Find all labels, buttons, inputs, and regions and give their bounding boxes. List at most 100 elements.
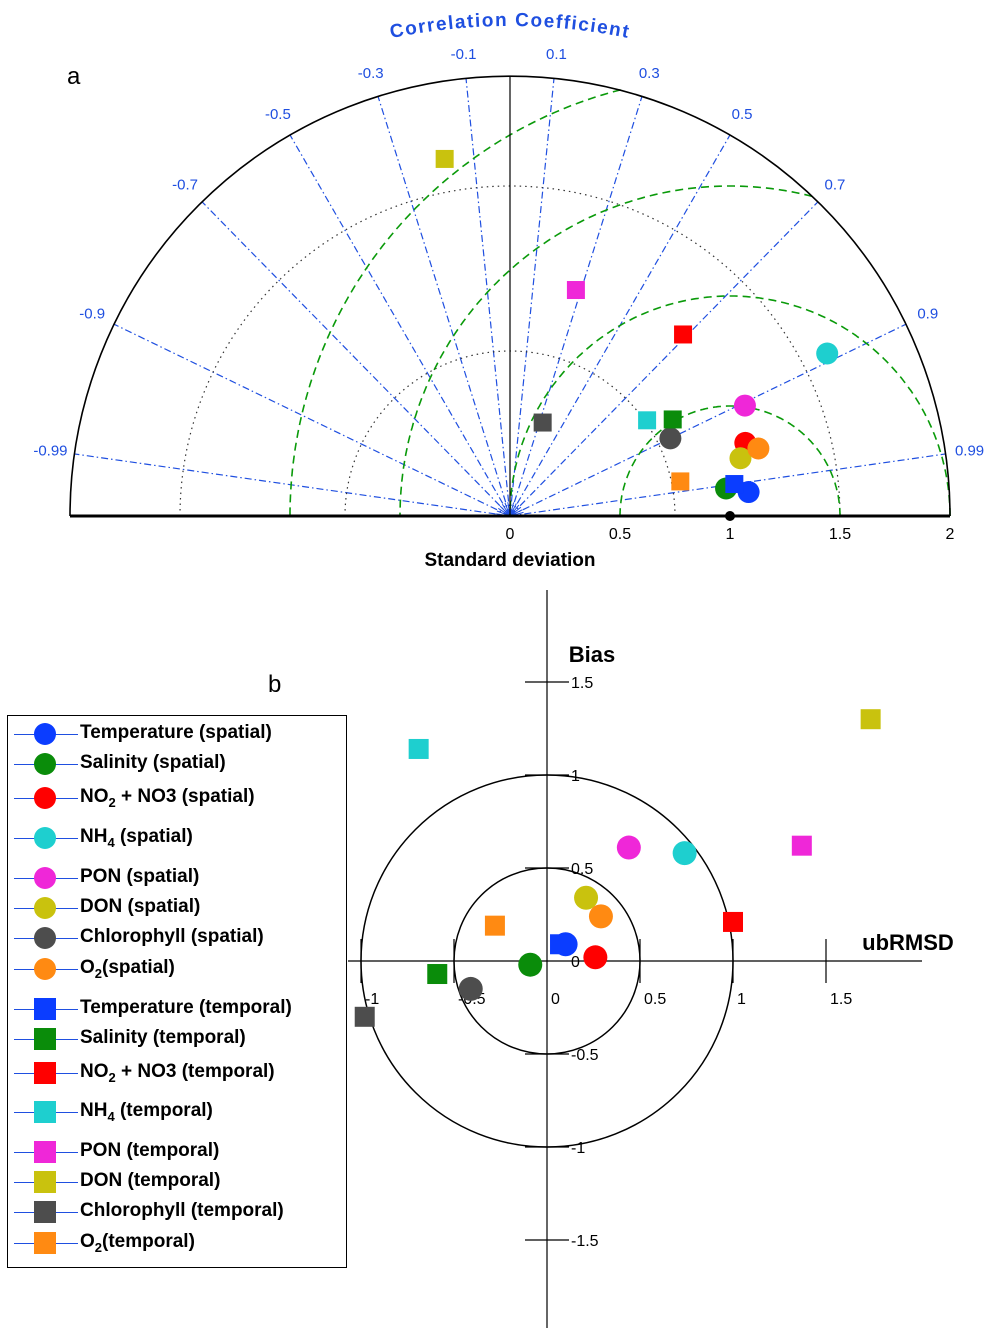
- legend-label-part: (spatial): [114, 826, 193, 847]
- correlation-title-text: Correlation Coefficient: [388, 10, 630, 43]
- std-tick-label: 1.5: [829, 526, 851, 543]
- legend-circle-marker: [34, 927, 56, 949]
- target-diagram: 1.510.50-0.5-1-1.5-1-0.500.511.5: [348, 590, 922, 1328]
- target-point-don-temporal: [860, 709, 881, 730]
- correlation-tick-label: -0.5: [265, 106, 291, 123]
- legend-label-part: + NO3 (spatial): [115, 786, 255, 807]
- bias-tick-label: 0.5: [571, 861, 593, 878]
- taylor-point-nh4-spatial: [816, 342, 839, 365]
- legend-label-subscript: 2: [94, 965, 103, 981]
- legend: Temperature (spatial) Salinity (spatial) N…: [7, 715, 347, 1268]
- correlation-ray: [509, 323, 907, 517]
- correlation-tick-label: -0.7: [172, 176, 198, 193]
- taylor-point-salinity-temporal: [663, 410, 682, 429]
- legend-label: Salinity (temporal): [80, 1027, 246, 1048]
- correlation-tick-label: -0.99: [33, 443, 67, 460]
- target-point-o2-spatial: [588, 904, 613, 929]
- target-point-chlorophyll-temporal: [354, 1006, 375, 1027]
- legend-square-marker: [34, 998, 56, 1020]
- legend-item: NH4 (spatial): [8, 822, 346, 852]
- legend-label-part: O: [80, 957, 95, 978]
- legend-item: O2(spatial): [8, 953, 346, 983]
- ubrmsd-tick-label: 1: [737, 991, 746, 1008]
- legend-circle-marker: [34, 787, 56, 809]
- legend-item: Chlorophyll (temporal): [8, 1196, 346, 1226]
- legend-item: O2(temporal): [8, 1227, 346, 1257]
- correlation-ray: [509, 78, 555, 517]
- rmsd-arc: [509, 295, 951, 516]
- correlation-tick-label: 0.7: [825, 176, 846, 193]
- bias-tick-label: 1.5: [571, 675, 593, 692]
- panel-b-label: b: [268, 671, 281, 698]
- legend-label-part: NH: [80, 826, 108, 847]
- legend-item: Temperature (temporal): [8, 993, 346, 1023]
- bias-tick-label: -0.5: [571, 1047, 599, 1064]
- ubrmsd-tick-label: 1.5: [830, 991, 852, 1008]
- taylor-point-pon-temporal: [566, 281, 585, 300]
- bias-tick-label: 1: [571, 768, 580, 785]
- taylor-point-chlorophyll-spatial: [659, 427, 682, 450]
- legend-label: DON (temporal): [80, 1170, 221, 1191]
- legend-label-subscript: 2: [108, 1069, 116, 1085]
- legend-item: NO2 + NO3 (temporal): [8, 1057, 346, 1087]
- legend-circle-marker: [34, 723, 56, 745]
- bias-tick-label: -1: [571, 1140, 585, 1157]
- legend-circle-marker: [34, 827, 56, 849]
- correlation-ray: [465, 78, 511, 517]
- legend-label-subscript: 4: [107, 1108, 115, 1124]
- correlation-ray: [289, 134, 511, 517]
- target-point-don-spatial: [574, 885, 599, 910]
- legend-label-part: (temporal): [114, 1100, 213, 1121]
- legend-item: Chlorophyll (spatial): [8, 922, 346, 952]
- taylor-diagram: 0.1 0.3 0.5 0.7 0.9 0.99 -0.1 -0.3 -0.5 -0.7 -0.9 -…: [33, 10, 984, 543]
- taylor-point-temperature-temporal: [725, 475, 744, 494]
- target-point-pon-spatial: [616, 835, 641, 860]
- legend-item: DON (spatial): [8, 892, 346, 922]
- target-point-salinity-temporal: [427, 964, 448, 985]
- std-tick-label: 0.5: [609, 526, 631, 543]
- correlation-tick-label: 0.5: [732, 106, 753, 123]
- legend-square-marker: [34, 1141, 56, 1163]
- taylor-point-nh4-temporal: [638, 411, 657, 430]
- taylor-point-o2-temporal: [671, 472, 690, 491]
- legend-label: Temperature (spatial): [80, 722, 272, 743]
- legend-circle-marker: [34, 958, 56, 980]
- correlation-ray: [113, 323, 511, 517]
- correlation-tick-label: 0.99: [955, 443, 984, 460]
- std-tick-label: 1: [726, 526, 735, 543]
- legend-label: O2(temporal): [80, 1231, 195, 1255]
- legend-item: DON (temporal): [8, 1166, 346, 1196]
- bias-tick-label: 0: [571, 954, 580, 971]
- target-point-no2-no3-temporal: [723, 911, 743, 932]
- legend-label: NO2 + NO3 (spatial): [80, 786, 255, 810]
- correlation-tick-label: 0.1: [546, 46, 567, 63]
- taylor-point-don-temporal: [435, 149, 454, 168]
- target-point-salinity-spatial: [518, 952, 543, 977]
- taylor-point-no2-no3-temporal: [674, 325, 693, 344]
- legend-item: Temperature (spatial): [8, 718, 346, 748]
- correlation-ray: [74, 453, 511, 517]
- legend-square-marker: [34, 1062, 56, 1084]
- legend-label-part: + NO3 (temporal): [115, 1061, 275, 1082]
- legend-label: Chlorophyll (temporal): [80, 1200, 284, 1221]
- legend-item: NH4 (temporal): [8, 1096, 346, 1126]
- legend-label: Temperature (temporal): [80, 997, 292, 1018]
- bias-tick-label: -1.5: [571, 1233, 599, 1250]
- legend-label: DON (spatial): [80, 896, 201, 917]
- legend-label-subscript: 4: [107, 834, 115, 850]
- legend-square-marker: [34, 1101, 56, 1123]
- reference-point: [725, 511, 735, 521]
- target-point-nh4-spatial: [672, 841, 697, 866]
- legend-item: NO2 + NO3 (spatial): [8, 782, 346, 812]
- legend-circle-marker: [34, 867, 56, 889]
- correlation-tick-label: -0.9: [79, 306, 105, 323]
- taylor-point-pon-spatial: [733, 394, 756, 417]
- std-tick-label: 2: [946, 526, 955, 543]
- legend-label: Salinity (spatial): [80, 752, 226, 773]
- legend-label: PON (temporal): [80, 1140, 220, 1161]
- legend-label: NH4 (temporal): [80, 1100, 213, 1124]
- legend-label-part: O: [80, 1231, 95, 1252]
- target-point-nh4-temporal: [408, 738, 429, 759]
- target-point-chlorophyll-spatial: [458, 976, 483, 1001]
